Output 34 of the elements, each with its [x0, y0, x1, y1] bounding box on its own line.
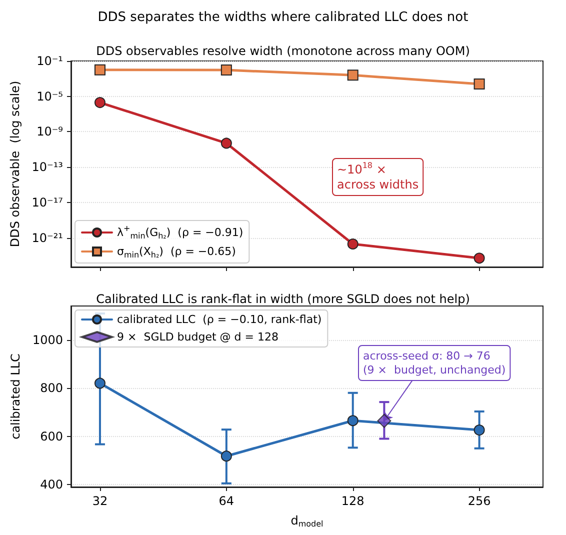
chart-title: Calibrated LLC is rank-flat in width (more SGLD does not help) [96, 292, 470, 306]
chart-subtitle: DDS observables resolve width (monotone across many OOM) [96, 44, 470, 58]
y-tick-label: 10⁻¹³ [32, 160, 64, 174]
y-tick-label: 10⁻¹⁷ [32, 195, 64, 210]
y-axis-title: DDS observable (log scale) [8, 80, 22, 248]
chart-title: DDS separates the widths where calibrated LLC does not [98, 10, 468, 25]
y-axis-title: calibrated LLC [8, 354, 23, 440]
point [94, 97, 106, 108]
point [347, 238, 358, 250]
y-tick-label: 10⁻⁵ [36, 89, 64, 104]
point [220, 138, 232, 149]
y-tick-label: 400 [40, 478, 63, 492]
x-tick-label: 32 [92, 494, 108, 508]
x-tick-label: 128 [341, 494, 364, 508]
point [347, 415, 358, 426]
legend-label: calibrated LLC (ρ = −0.10, rank-flat) [117, 313, 322, 326]
annotation: across-seed σ: 80 → 76 (9 × budget, unchanged) [363, 350, 506, 376]
y-tick-label: 1000 [32, 332, 63, 347]
y-tick-label: 10⁻¹ [36, 54, 64, 68]
x-tick-label: 64 [218, 494, 234, 508]
point [347, 70, 358, 81]
point [94, 378, 106, 389]
point [474, 78, 485, 90]
x-tick-label: 256 [468, 494, 491, 508]
y-tick-label: 600 [40, 429, 63, 444]
y-tick-label: 10⁻⁹ [36, 124, 64, 139]
point [474, 424, 485, 436]
point [94, 64, 106, 76]
point [220, 64, 232, 76]
y-tick-label: 800 [40, 381, 63, 396]
legend-label: 9 × SGLD budget @ d = 128 [117, 330, 278, 344]
y-tick-label: 10⁻²¹ [32, 230, 64, 245]
point [220, 450, 232, 462]
point [474, 252, 485, 264]
